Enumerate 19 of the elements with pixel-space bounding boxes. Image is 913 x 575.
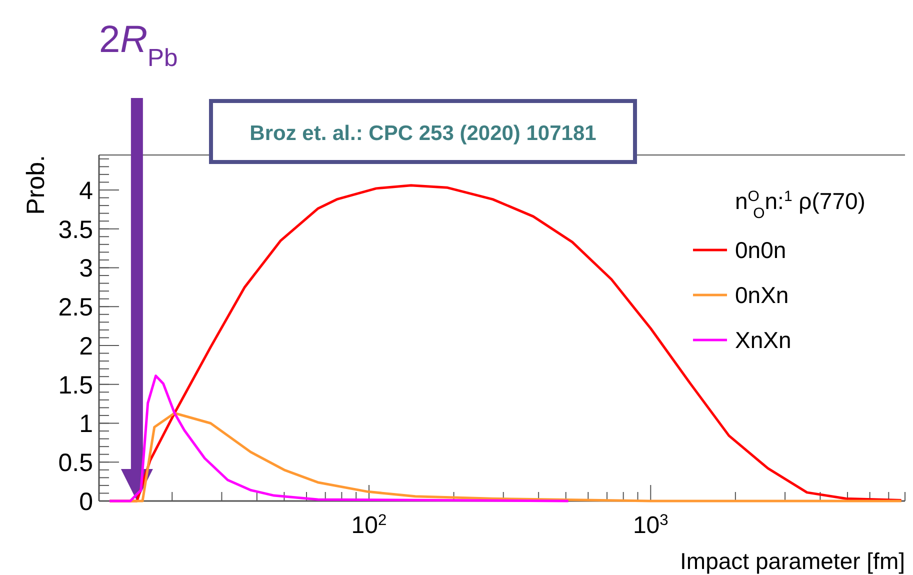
y-tick-label: 3.5 [58,216,93,244]
legend-label: XnXn [735,327,792,353]
y-tick-label: 2.5 [58,294,93,322]
ref-line-label: 2R$_{Pb}$ [98,19,178,72]
y-tick-label: 1.5 [58,371,93,400]
x-axis-title: Impact parameter [fm] [680,548,905,574]
citation-box: Broz et. al.: CPC 253 (2020) 107181 [209,99,637,164]
y-tick-label: 0.5 [58,449,93,478]
y-tick-label: 1 [79,410,93,438]
legend-title: n$^{O}$$_{O}$n:$^{1}$ ρ(770) [735,188,866,222]
y-tick-label: 0 [79,488,93,516]
x-tick-label: 10$^{3}$ [632,512,668,539]
y-tick-label: 3 [79,254,93,283]
y-axis-title: Prob. [22,155,50,215]
y-tick-label: 4 [79,176,94,205]
legend-label: 0nXn [735,282,789,308]
y-tick-label: 2 [79,332,93,360]
legend-label: 0n0n [735,237,786,263]
x-tick-label: 10$^{2}$ [351,512,387,539]
